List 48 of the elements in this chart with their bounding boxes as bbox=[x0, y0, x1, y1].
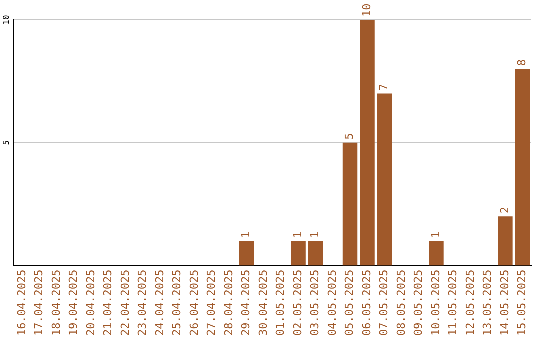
x-tick-label: 26.04.2025 bbox=[188, 270, 201, 336]
data-label: 7 bbox=[378, 84, 391, 91]
x-tick-label: 18.04.2025 bbox=[50, 270, 63, 336]
bar bbox=[308, 241, 324, 266]
data-label: 1 bbox=[291, 232, 304, 238]
x-tick-label: 13.05.2025 bbox=[481, 270, 494, 336]
data-label: 10 bbox=[360, 4, 374, 17]
data-label: 8 bbox=[516, 60, 529, 66]
x-tick-label: 24.04.2025 bbox=[153, 270, 166, 336]
x-tick-label: 29.04.2025 bbox=[240, 270, 253, 336]
bar bbox=[360, 20, 375, 266]
data-label: 1 bbox=[429, 232, 442, 238]
x-tick-label: 30.04.2025 bbox=[256, 270, 270, 336]
x-tick-label: 06.05.2025 bbox=[360, 270, 374, 336]
data-label: 2 bbox=[498, 206, 512, 214]
x-tick-label: 01.05.2025 bbox=[274, 270, 288, 336]
bar bbox=[342, 142, 358, 266]
x-tick-label: 12.05.2025 bbox=[464, 270, 477, 336]
x-tick-label: 21.04.2025 bbox=[102, 270, 115, 336]
bar bbox=[377, 94, 392, 266]
x-tick-label: 11.05.2025 bbox=[446, 270, 460, 336]
x-tick-label: 10.05.2025 bbox=[429, 270, 442, 336]
bar bbox=[515, 69, 530, 266]
x-tick-label: 15.05.2025 bbox=[516, 270, 529, 336]
x-tick-label: 19.04.2025 bbox=[67, 270, 80, 336]
x-tick-label: 09.05.2025 bbox=[412, 270, 426, 336]
x-tick-label: 25.04.2025 bbox=[170, 270, 184, 336]
data-label: 1 bbox=[308, 232, 322, 238]
x-tick-label: 05.05.2025 bbox=[343, 270, 356, 336]
x-tick-label: 08.05.2025 bbox=[394, 270, 408, 336]
x-tick-label: 07.05.2025 bbox=[378, 270, 391, 336]
data-label: 5 bbox=[343, 133, 356, 140]
x-tick-label: 28.04.2025 bbox=[222, 270, 236, 336]
x-tick-label: 04.05.2025 bbox=[326, 270, 339, 336]
data-label: 1 bbox=[240, 232, 253, 238]
x-tick-label: 23.04.2025 bbox=[136, 270, 150, 336]
bar bbox=[429, 241, 444, 266]
x-tick-label: 17.04.2025 bbox=[32, 270, 46, 336]
x-tick-label: 16.04.2025 bbox=[15, 270, 28, 336]
x-tick-label: 02.05.2025 bbox=[291, 270, 304, 336]
x-tick-label: 03.05.2025 bbox=[308, 270, 322, 336]
x-tick-label: 14.05.2025 bbox=[498, 270, 512, 336]
x-tick-label: 27.04.2025 bbox=[205, 270, 218, 336]
bar bbox=[239, 241, 254, 266]
bar bbox=[291, 241, 306, 266]
bar bbox=[498, 216, 513, 266]
x-tick-label: 20.04.2025 bbox=[84, 270, 98, 336]
x-tick-label: 22.04.2025 bbox=[118, 270, 132, 336]
